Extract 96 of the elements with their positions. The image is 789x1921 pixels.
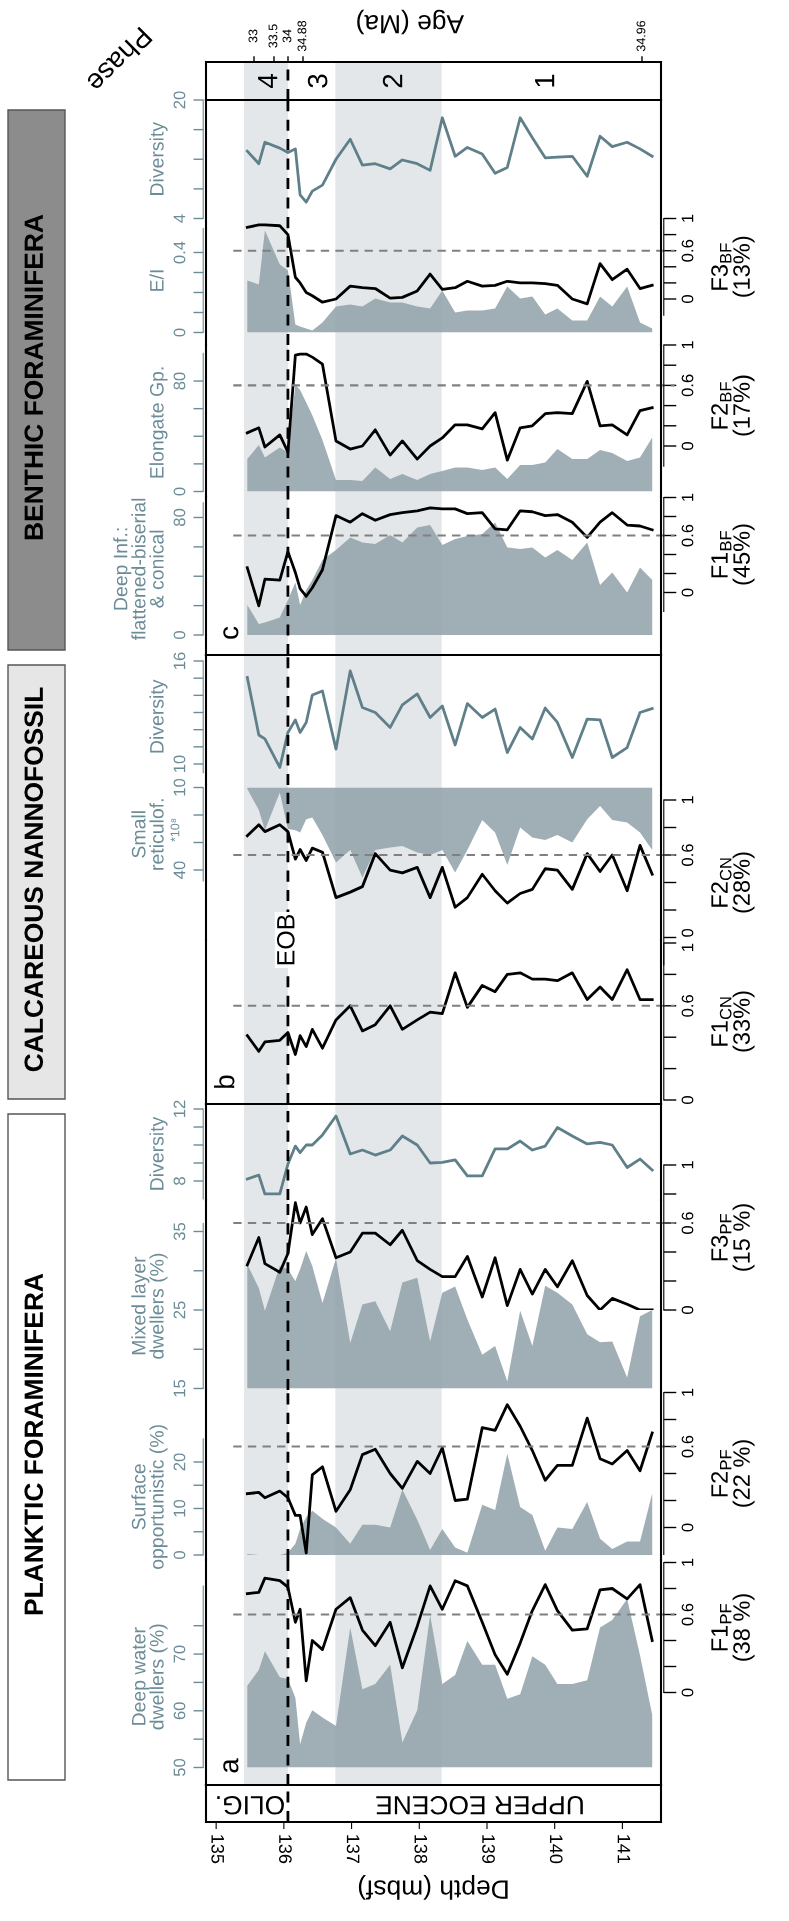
annotation: c <box>223 626 239 639</box>
y-tick-label: 12 <box>173 1100 186 1117</box>
y2-tick-label: 1 <box>681 214 694 222</box>
y2-axis-title: F1$_{PF}$ (38 %) <box>711 1594 755 1661</box>
x-tick-label: 139 <box>482 1835 495 1864</box>
y2-tick-label: 1 <box>681 1161 694 1169</box>
text: BENTHIC FORAMINIFERA <box>24 214 44 540</box>
y2-tick-label: 0.6 <box>681 524 694 547</box>
y-axis-title: Deep water dwellers (%) <box>132 1624 168 1730</box>
y2-tick-label: 0 <box>681 928 694 937</box>
y2-axis-title: F3$_{PF}$ (15 %) <box>711 1204 755 1271</box>
text: UPPER EOCENE <box>376 1795 583 1815</box>
y-tick-label: 80 <box>173 508 186 527</box>
text: 1 <box>535 74 555 87</box>
x-tick-label: 137 <box>346 1835 360 1864</box>
y2-axis-title: F1$_{CN}$ (33%) <box>711 991 755 1052</box>
x2-axis-title: Age (Ma) <box>357 9 465 35</box>
y-tick-label: 10 <box>173 755 186 773</box>
text: OLIG. <box>217 1795 284 1815</box>
y2-tick-label: 0.6 <box>681 239 694 262</box>
line-series <box>245 1114 654 1196</box>
y2-tick-label: 0.6 <box>681 844 694 866</box>
y2-tick-label: 0 <box>681 1523 694 1532</box>
y2-tick-label: 0 <box>681 1096 694 1104</box>
ref-line-label: EOB <box>276 914 295 965</box>
y-tick-label: 70 <box>173 1645 186 1663</box>
y-tick-label: 20 <box>173 91 186 109</box>
y-axis-title: Deep Inf.: flattened-biserial & conical <box>113 498 164 640</box>
annotation: a <box>223 1758 239 1773</box>
y2-tick-label: 0.6 <box>681 1212 694 1234</box>
x-tick-label: 135 <box>211 1835 225 1864</box>
x-axis-title: Depth (mbsf) <box>358 1875 508 1900</box>
y2-axis-title: F2$_{BF}$ (17%) <box>711 375 755 436</box>
y2-axis-title: F2$_{CN}$ (28%) <box>711 852 755 913</box>
y-tick-label: 50 <box>173 1758 186 1777</box>
y-axis-title: Diversity <box>149 122 168 195</box>
text: PLANKTIC FORAMINIFERA <box>24 1273 44 1615</box>
line-series <box>245 116 654 204</box>
text: 3 <box>307 74 328 88</box>
y-tick-label: 35 <box>173 1222 186 1241</box>
y-axis-title: Diversity <box>149 679 168 753</box>
y2-axis-title: F3$_{BF}$ (13%) <box>711 236 755 297</box>
y-tick-label: 60 <box>173 1702 186 1720</box>
text: CALCAREOUS NANNOFOSSIL <box>24 687 44 1072</box>
y-axis-title: Surface opportunistic (%) <box>131 1425 168 1569</box>
y-tick-label: 10 <box>173 778 186 796</box>
x-tick-label: 136 <box>279 1835 292 1864</box>
y-axis-title: Small reticulof. <box>131 799 164 870</box>
y-tick-label: 4 <box>173 214 186 223</box>
y-tick-label: 15 <box>173 1379 186 1397</box>
y-axis-title: Mixed layer dwellers (%) <box>131 1253 168 1359</box>
y-tick-label: 0.4 <box>173 241 186 264</box>
y-tick-label: 0 <box>173 1551 186 1559</box>
text: 4 <box>258 74 278 89</box>
line-series <box>245 669 654 769</box>
y-tick-label: 16 <box>173 652 186 669</box>
text: 2 <box>382 74 403 88</box>
y2-tick-label: 0.6 <box>681 374 694 397</box>
y-tick-label: 20 <box>173 1453 186 1471</box>
y-tick-label: 40 <box>173 861 186 879</box>
x-tick-label: 141 <box>617 1835 631 1864</box>
y2-tick-label: 1 <box>681 493 694 501</box>
annotation: b <box>214 1075 235 1088</box>
y2-tick-label: 1 <box>681 796 694 804</box>
y-axis-title: Elongate Gp. <box>149 367 168 478</box>
y-tick-label: 10 <box>173 1499 186 1517</box>
y-tick-label: 0 <box>173 328 186 337</box>
y2-tick-label: 0.6 <box>681 1603 694 1626</box>
y2-tick-label: 0 <box>681 442 694 450</box>
y2-tick-label: 1 <box>681 1558 694 1566</box>
y-axis-title: Diversity <box>149 1116 168 1190</box>
y2-tick-label: 0 <box>681 1306 694 1314</box>
y2-tick-label: 0.6 <box>681 994 694 1017</box>
y2-tick-label: 0 <box>681 588 694 597</box>
y2-tick-label: 1 <box>681 1388 694 1396</box>
text: 34.96 <box>636 20 646 52</box>
text: 33.5 <box>268 24 278 48</box>
y2-tick-label: 1 <box>681 341 694 349</box>
y-tick-label: 25 <box>173 1301 186 1319</box>
text: *10⁸ <box>170 818 180 842</box>
y2-tick-label: 0 <box>681 1688 694 1697</box>
text: 34.88 <box>297 20 307 52</box>
x-tick-label: 140 <box>549 1835 563 1864</box>
y2-axis-title: F1$_{BF}$ (45%) <box>711 524 755 585</box>
text: 34 <box>282 29 292 43</box>
y-tick-label: 0 <box>173 487 186 496</box>
y2-tick-label: 0.6 <box>681 1435 694 1458</box>
text: 33 <box>248 29 258 43</box>
y-tick-label: 80 <box>173 372 186 390</box>
y2-tick-label: 0 <box>681 295 694 303</box>
y2-axis-title: F2$_{PF}$ (22 %) <box>711 1440 755 1507</box>
y-tick-label: 0 <box>173 631 186 639</box>
y2-tick-label: 1 <box>681 943 694 951</box>
y-tick-label: 8 <box>173 1177 186 1185</box>
x-tick-label: 138 <box>414 1835 428 1864</box>
y-axis-title: E/I <box>149 270 164 291</box>
